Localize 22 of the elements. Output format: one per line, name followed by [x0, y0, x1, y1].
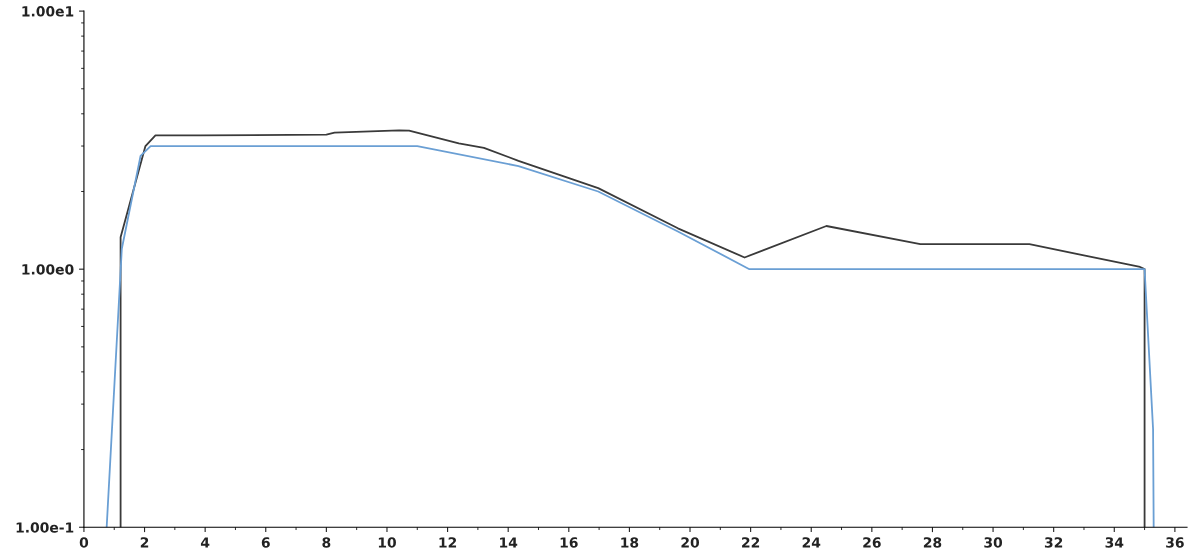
x-tick-label: 12	[439, 537, 457, 548]
x-tick-label: 22	[742, 537, 760, 548]
x-tick-label: 32	[1044, 537, 1063, 548]
x-tick-label: 24	[802, 537, 821, 548]
x-tick-label: 0	[79, 537, 89, 548]
y-tick-label: 1.00e1	[22, 6, 74, 17]
x-tick-label: 10	[378, 537, 396, 548]
y-tick-label: 1.00e-1	[16, 522, 74, 533]
x-tick-label: 30	[984, 537, 1003, 548]
x-tick-label: 16	[560, 537, 578, 548]
x-tick-label: 20	[681, 537, 700, 548]
x-tick-label: 36	[1166, 537, 1184, 548]
x-tick-label: 4	[200, 537, 210, 548]
x-tick-label: 14	[500, 537, 518, 548]
y-tick-label: 1.00e0	[22, 264, 74, 275]
x-tick-label: 34	[1105, 537, 1124, 548]
x-tick-label: 2	[140, 537, 149, 548]
x-tick-label: 18	[621, 537, 639, 548]
x-tick-label: 8	[322, 537, 331, 548]
x-tick-label: 28	[923, 537, 942, 548]
x-tick-label: 6	[261, 537, 270, 548]
x-tick-label: 26	[863, 537, 881, 548]
